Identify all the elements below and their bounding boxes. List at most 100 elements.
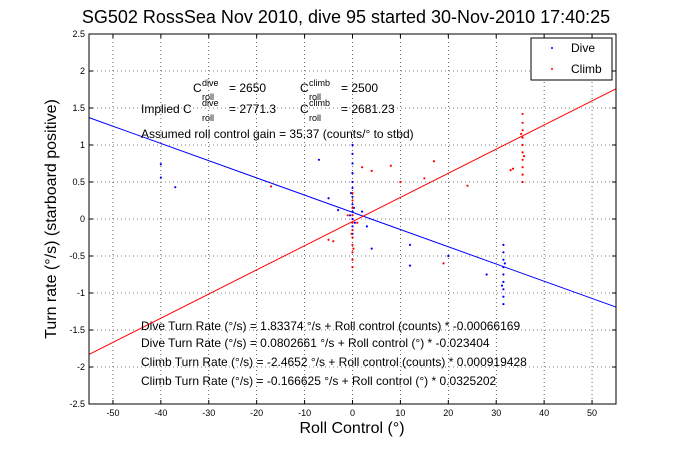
climb-point: [432, 160, 436, 163]
dive-point: [159, 163, 162, 166]
y-axis-ticks: -2.5 -2 -1.5 -1 -0.5 0 0.5 1 1.5 2 2.5: [69, 29, 616, 409]
climb-point: [520, 132, 523, 135]
climb-point: [346, 214, 349, 217]
dive-point: [502, 295, 505, 298]
climb-point: [351, 214, 354, 217]
implied-prefix: Implied C: [141, 102, 192, 116]
x-tick-label: 10: [395, 408, 405, 418]
dive-point: [370, 247, 373, 250]
y-tick-label: 1.5: [72, 103, 85, 113]
grid: [89, 33, 616, 405]
climb-point: [351, 192, 354, 195]
dive-point: [349, 214, 352, 217]
climb-point: [521, 121, 524, 124]
c-climb-sup: climb: [309, 78, 330, 88]
climb-point: [351, 229, 354, 232]
dive-point: [365, 225, 368, 228]
x-tick-label: -30: [202, 408, 215, 418]
climb-point: [389, 164, 392, 167]
legend-label-climb: Climb: [571, 62, 602, 76]
implied-climb-sub: roll: [309, 113, 321, 123]
implied-climb-sup: climb: [309, 98, 330, 108]
climb-point: [351, 221, 354, 224]
dive-point: [502, 280, 505, 283]
legend-marker-climb: [551, 68, 553, 70]
dive-point: [502, 288, 505, 291]
climb-point: [521, 136, 524, 139]
dive-point: [503, 262, 506, 265]
chart-title: SG502 RossSea Nov 2010, dive 95 started …: [82, 7, 610, 27]
c-dive-value: = 2650: [229, 81, 266, 95]
climb-point: [360, 166, 364, 169]
x-tick-label: 50: [587, 408, 597, 418]
climb-point: [509, 169, 512, 172]
climb-point: [269, 185, 273, 188]
dive-point: [502, 258, 505, 261]
dive-point: [351, 186, 354, 190]
dive-point: [351, 162, 354, 165]
dive-point: [351, 217, 354, 221]
implied-dive-sub: roll: [202, 113, 214, 123]
dive-point: [502, 273, 505, 276]
y-tick-label: 2: [80, 66, 85, 76]
climb-point: [399, 180, 402, 184]
dive-point: [353, 221, 356, 224]
fit-equation-dive-counts: Dive Turn Rate (°/s) = 1.83374 °/s + Rol…: [141, 319, 520, 333]
dive-point: [337, 209, 340, 212]
y-tick-label: 0: [80, 214, 85, 224]
legend: Dive Climb: [530, 37, 613, 81]
implied-climb-label: C: [300, 102, 309, 116]
climb-point: [327, 238, 330, 241]
climb-point: [521, 112, 524, 116]
dive-point: [502, 303, 505, 306]
climb-point: [423, 177, 426, 180]
climb-point: [442, 262, 445, 265]
implied-climb-value: = 2681.23: [341, 102, 395, 116]
x-tick-label: -20: [250, 408, 263, 418]
c-dive-label: C: [193, 81, 202, 95]
dive-point: [327, 197, 330, 200]
implied-dive-sup: dive: [202, 98, 219, 108]
dive-point: [500, 284, 504, 287]
c-dive-sup: dive: [202, 78, 219, 88]
x-tick-label: 30: [491, 408, 501, 418]
climb-point: [521, 166, 524, 169]
legend-label-dive: Dive: [571, 41, 595, 55]
x-tick-label: 40: [539, 408, 549, 418]
coefficient-annotations: C dive roll = 2650 C climb roll = 2500 I…: [141, 78, 414, 141]
climb-point: [511, 167, 515, 170]
climb-point: [351, 206, 354, 209]
fit-equations: Dive Turn Rate (°/s) = 1.83374 °/s + Rol…: [141, 319, 527, 388]
y-tick-label: -2.5: [69, 399, 85, 409]
climb-point: [521, 180, 524, 184]
dive-point: [502, 251, 505, 254]
climb-point: [352, 247, 355, 250]
legend-marker-dive: [551, 47, 553, 49]
data-points: [159, 112, 526, 306]
y-tick-label: 2.5: [72, 29, 85, 39]
climb-point: [356, 221, 359, 224]
dive-point: [485, 273, 488, 276]
dive-point: [351, 210, 354, 213]
fit-equation-climb-degrees: Climb Turn Rate (°/s) = -0.166625 °/s + …: [141, 374, 497, 388]
dive-point: [174, 186, 177, 189]
y-tick-label: 0.5: [72, 177, 85, 187]
climb-point: [522, 155, 526, 158]
y-tick-label: -0.5: [69, 251, 85, 261]
dive-point: [351, 203, 354, 206]
x-axis-ticks: -50 -40 -30 -20 -10 0 10 20 30 40 50: [106, 34, 597, 418]
c-climb-value: = 2500: [341, 81, 378, 95]
x-tick-label: -10: [298, 408, 311, 418]
c-climb-label: C: [300, 81, 309, 95]
c-climb-sub: roll: [309, 92, 321, 102]
y-tick-label: 1: [80, 140, 85, 150]
climb-point: [521, 129, 524, 132]
dive-point: [159, 176, 162, 179]
climb-point: [521, 173, 524, 176]
climb-point: [521, 143, 524, 147]
x-axis-label: Roll Control (°): [299, 420, 404, 437]
fit-equation-dive-degrees: Dive Turn Rate (°/s) = 0.0802661 °/s + R…: [141, 336, 490, 350]
legend-box: [530, 37, 613, 81]
climb-point: [351, 199, 354, 202]
